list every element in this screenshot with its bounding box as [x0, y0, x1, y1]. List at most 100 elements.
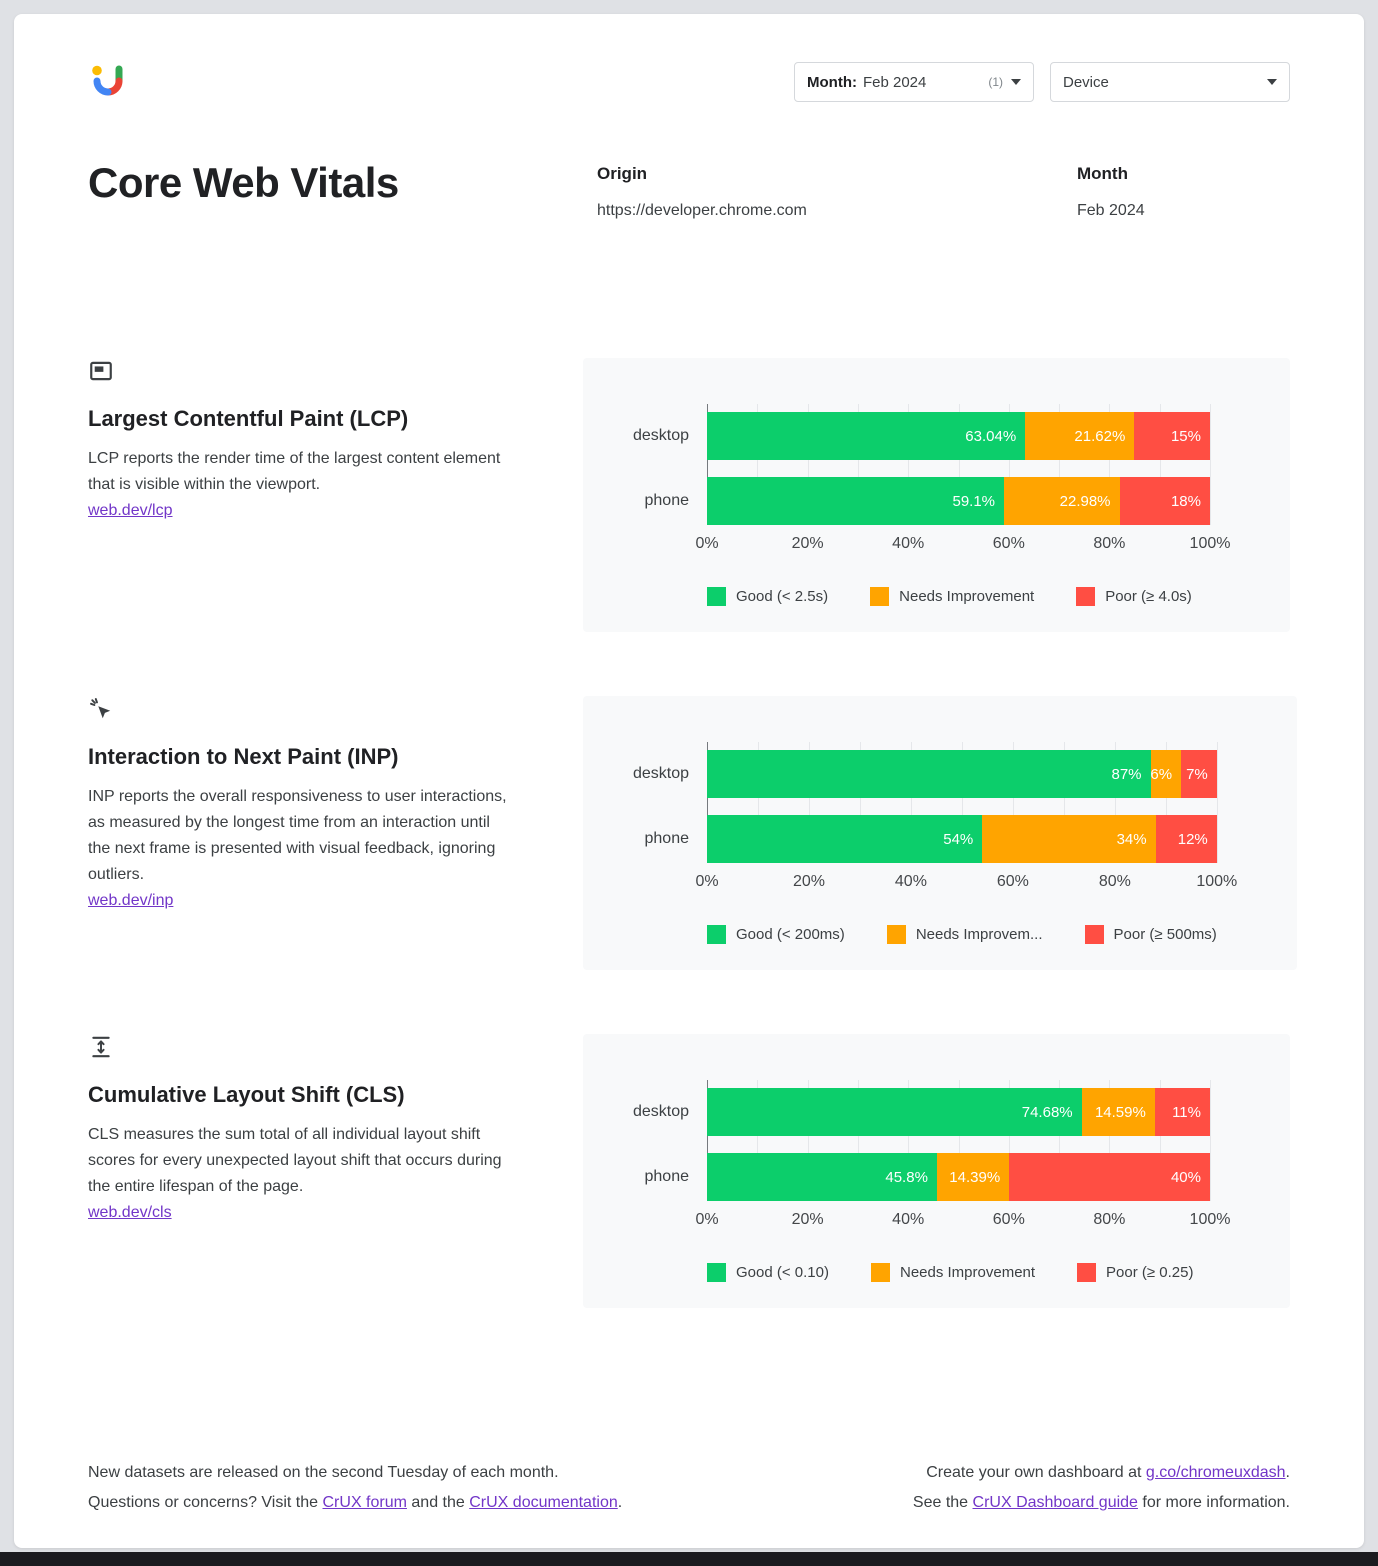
bar-segment[interactable]: 12%: [1155, 815, 1217, 863]
legend-item: Poor (≥ 500ms): [1084, 925, 1217, 944]
legend-item: Good (< 200ms): [707, 925, 845, 944]
chart-gridline: [1210, 1080, 1211, 1201]
crux-documentation-link[interactable]: CrUX documentation: [469, 1494, 618, 1511]
legend-item: Needs Improvement: [870, 1263, 1035, 1282]
legend-swatch-icon: [1076, 587, 1096, 606]
cls-heading: Cumulative Layout Shift (CLS): [88, 1082, 405, 1107]
category-label-desktop: desktop: [632, 427, 689, 444]
cls-link[interactable]: web.dev/cls: [88, 1204, 172, 1221]
page-header: Core Web Vitals Origin https://developer…: [88, 158, 1290, 220]
month-dropdown[interactable]: Month: Feb 2024 (1): [794, 62, 1034, 102]
footer-guide-note: See the CrUX Dashboard guide for more in…: [913, 1488, 1290, 1518]
bar-segment[interactable]: 14.59%: [1081, 1088, 1155, 1136]
bar-segment[interactable]: 59.1%: [707, 477, 1005, 525]
page-title: Core Web Vitals: [88, 159, 399, 206]
chart-gridline: [958, 404, 960, 525]
lcp-section-info: Largest Contentful Paint (LCP) LCP repor…: [88, 358, 583, 524]
bar-segment[interactable]: 11%: [1154, 1088, 1210, 1136]
legend-item: Good (< 0.10): [707, 1263, 829, 1282]
month-value: Feb 2024: [1077, 202, 1145, 219]
month-meta: Month Feb 2024: [1063, 158, 1290, 220]
bar-segment[interactable]: 63.04%: [707, 412, 1026, 460]
chart-gridline: [1059, 1080, 1061, 1201]
bar-segment[interactable]: 40%: [1009, 1153, 1210, 1201]
chart-gridline: [757, 742, 759, 863]
month-label: Month: [1077, 164, 1128, 183]
legend-label: Needs Improvem...: [915, 926, 1043, 943]
chart-gridline: [1159, 1080, 1161, 1201]
legend-label: Good (< 200ms): [736, 926, 845, 943]
legend-item: Needs Improvem...: [886, 925, 1043, 944]
legend-swatch-icon: [707, 925, 726, 944]
page-footer: New datasets are released on the second …: [88, 1458, 1290, 1518]
bar-segment[interactable]: 45.8%: [707, 1153, 937, 1201]
footer-text: .: [617, 1494, 623, 1511]
chart-gridline: [1109, 1080, 1111, 1201]
legend-item: Good (< 2.5s): [707, 587, 828, 606]
x-tick-label: 0%: [695, 873, 719, 890]
chromeuxdash-link[interactable]: g.co/chromeuxdash: [1145, 1464, 1286, 1481]
bar-segment[interactable]: 15%: [1134, 412, 1210, 460]
chart-x-axis: 0% 20% 40% 60% 80% 100%: [695, 1211, 1230, 1233]
x-tick-label: 60%: [992, 1211, 1025, 1228]
bar-segment[interactable]: 6%: [1150, 750, 1182, 798]
lcp-section: Largest Contentful Paint (LCP) LCP repor…: [88, 358, 1290, 632]
x-tick-label: 40%: [892, 1211, 925, 1228]
inp-cursor-icon: [88, 696, 513, 722]
chart-gridline: [908, 404, 910, 525]
bar-segment[interactable]: 14.39%: [936, 1153, 1010, 1201]
inp-link[interactable]: web.dev/inp: [88, 892, 174, 909]
bar-segment[interactable]: 18%: [1119, 477, 1210, 525]
footer-text: and the: [406, 1494, 470, 1511]
bar-segment[interactable]: 34%: [982, 815, 1156, 863]
bar-segment[interactable]: 54%: [707, 815, 983, 863]
chart-x-axis: 0% 20% 40% 60% 80% 100%: [695, 535, 1230, 557]
chart-gridline: [1114, 742, 1116, 863]
chart-gridline: [757, 1080, 759, 1201]
category-label-phone: phone: [644, 830, 690, 847]
x-tick-label: 20%: [791, 535, 824, 552]
chart-gridline: [1008, 404, 1010, 525]
lcp-chart-panel: desktop phone 63.04% 21.62% 15% 59.1% 22.98% 1…: [583, 358, 1290, 632]
legend-item: Poor (≥ 4.0s): [1076, 587, 1192, 606]
x-tick-label: 40%: [894, 873, 927, 890]
bottom-bar: [0, 1552, 1378, 1566]
legend-label: Poor (≥ 4.0s): [1105, 588, 1192, 605]
chart-gridline: [859, 742, 861, 863]
bar-segment[interactable]: 74.68%: [707, 1088, 1082, 1136]
device-dropdown[interactable]: Device: [1050, 62, 1290, 102]
chart-gridline: [908, 1080, 910, 1201]
bar-row-desktop: 74.68% 14.59% 11%: [707, 1088, 1210, 1136]
chart-category-labels: desktop phone: [601, 1080, 707, 1233]
chart-gridline: [961, 742, 963, 863]
chevron-down-icon: [1011, 79, 1021, 85]
chart-gridline: [910, 742, 912, 863]
x-tick-label: 100%: [1196, 873, 1238, 890]
chart-gridline: [807, 1080, 809, 1201]
x-tick-label: 100%: [1189, 535, 1231, 552]
chart-category-labels: desktop phone: [601, 404, 707, 557]
month-dropdown-label: Month:: [807, 73, 857, 91]
origin-value: https://developer.chrome.com: [597, 202, 807, 219]
lcp-link[interactable]: web.dev/lcp: [88, 502, 173, 519]
chart-gridline: [1210, 404, 1211, 525]
category-label-desktop: desktop: [632, 765, 689, 782]
origin-meta: Origin https://developer.chrome.com: [583, 158, 1063, 220]
cls-shift-icon: [88, 1034, 513, 1060]
bar-row-phone: 59.1% 22.98% 18%: [707, 477, 1210, 525]
bar-segment[interactable]: 22.98%: [1004, 477, 1120, 525]
cls-bar-chart: 74.68% 14.59% 11% 45.8% 14.39% 40%: [707, 1080, 1211, 1201]
topbar: Month: Feb 2024 (1) Device: [88, 62, 1290, 102]
footer-text: Questions or concerns? Visit the: [88, 1494, 323, 1511]
chart-legend: Good (< 0.10) Needs Improvement Poor (≥ 0.…: [707, 1263, 1210, 1282]
crux-forum-link[interactable]: CrUX forum: [322, 1494, 407, 1511]
bar-segment[interactable]: 21.62%: [1025, 412, 1135, 460]
bar-segment[interactable]: 87%: [707, 750, 1151, 798]
inp-section-info: Interaction to Next Paint (INP) INP repo…: [88, 696, 583, 914]
dashboard-guide-link[interactable]: CrUX Dashboard guide: [972, 1494, 1138, 1511]
bar-segment[interactable]: 7%: [1181, 750, 1217, 798]
inp-chart-panel: desktop phone 87% 6% 7% 54% 34% 12% 0% 20% 40% 60…: [583, 696, 1297, 970]
legend-label: Good (< 2.5s): [736, 588, 829, 605]
footer-text: for more information.: [1137, 1494, 1290, 1511]
legend-swatch-icon: [1077, 1263, 1097, 1282]
